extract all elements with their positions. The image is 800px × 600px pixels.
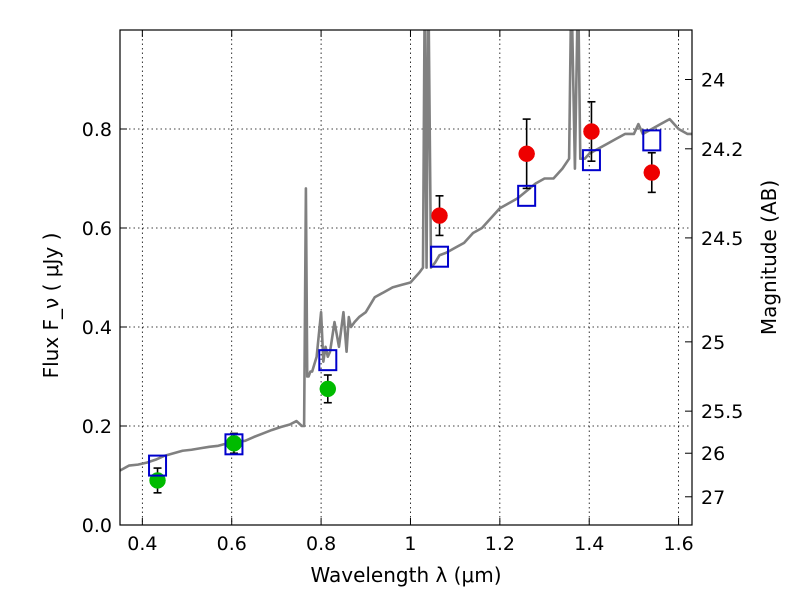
green-point-1	[225, 435, 243, 452]
y-tick-label-1: 0.2	[82, 416, 112, 438]
y-axis-label: Flux F_ν ( μJy )	[39, 233, 63, 379]
model-square-1	[224, 433, 244, 456]
y-tick-label-4: 0.8	[82, 119, 112, 141]
red-point-2	[583, 123, 600, 140]
x-tick-label-4: 1.2	[485, 533, 515, 555]
spectrum-line	[120, 30, 692, 472]
x-tick-label-0: 0.4	[127, 533, 157, 555]
model-square-0	[148, 454, 168, 477]
y-tick-label-2: 0.4	[82, 317, 112, 339]
axis-ticks: 0.4 0.6 0.8 1 1.2 1.4 1.6 0.0 0.2 0.4 0.6 0.8 24 24.2…	[82, 30, 743, 555]
red-point-3	[643, 164, 661, 181]
x-tick-label-1: 0.6	[217, 533, 247, 555]
y2-tick-label-3: 25	[701, 332, 725, 354]
grid-lines	[120, 30, 692, 525]
model-square-3	[430, 245, 450, 268]
y2-tick-label-6: 27	[701, 487, 725, 509]
x-tick-label-5: 1.4	[574, 533, 604, 555]
x-tick-label-2: 0.8	[306, 533, 336, 555]
y2-tick-label-5: 26	[701, 443, 725, 465]
x-tick-label-6: 1.6	[663, 533, 693, 555]
y2-tick-label-1: 24.2	[701, 139, 743, 161]
data-markers	[148, 123, 662, 489]
red-point-0	[431, 207, 448, 224]
green-point-2	[319, 380, 337, 398]
red-point-1	[518, 145, 535, 162]
y2-tick-label-2: 24.5	[701, 228, 743, 250]
model-square-4	[517, 184, 537, 207]
model-square-5	[581, 149, 601, 172]
x-axis-label: Wavelength λ (μm)	[310, 563, 501, 587]
y2-tick-label-4: 25.5	[701, 401, 743, 423]
model-square-6	[642, 129, 662, 152]
y-tick-label-0: 0.0	[82, 515, 112, 537]
y2-tick-label-0: 24	[701, 70, 725, 92]
secondary-y-axis-label: Magnitude (AB)	[757, 180, 781, 335]
plot-frame	[119, 29, 693, 526]
model-square-2	[318, 349, 338, 372]
spectrum-layer	[120, 30, 692, 472]
x-tick-label-3: 1	[404, 533, 416, 555]
y-tick-label-3: 0.6	[82, 218, 112, 240]
